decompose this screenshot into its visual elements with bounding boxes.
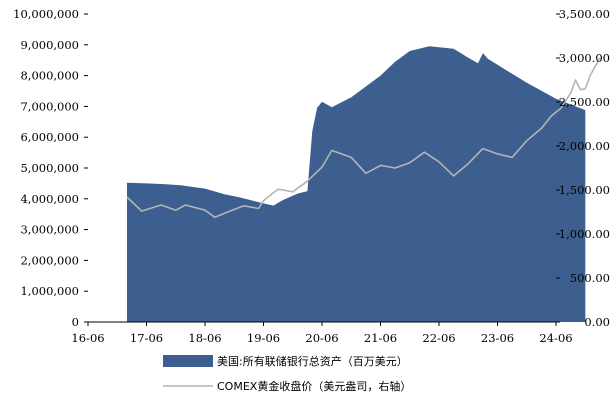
right-y-tick-label: 500.00 (570, 271, 610, 285)
right-y-tick-label: 1,000.00 (559, 227, 610, 241)
left-y-tick-label: 10,000,000 (13, 7, 79, 21)
left-y-tick-label: 4,000,000 (20, 192, 79, 206)
x-axis: 16-06 17-06 18-06 19-06 20-06 21-06 22-06 23-06… (71, 322, 573, 345)
x-tick-label: 22-06 (422, 331, 455, 345)
left-y-tick-label: 2,000,000 (20, 253, 79, 267)
right-y-tick-label: 2,000.00 (559, 139, 610, 153)
right-y-tick-label: 1,500.00 (559, 183, 610, 197)
x-tick-label: 18-06 (188, 331, 221, 345)
left-y-tick-label: 9,000,000 (20, 38, 79, 52)
left-y-tick-label: 0 (72, 315, 79, 329)
legend-label-fed-assets: 美国:所有联储银行总资产（百万美元） (217, 354, 408, 368)
right-y-tick-label: 2,500.00 (559, 95, 610, 109)
legend-label-gold: COMEX黄金收盘价（美元盎司，右轴） (217, 379, 411, 393)
x-tick-label: 20-06 (305, 331, 338, 345)
right-y-tick-label: 0.00 (584, 315, 610, 329)
left-y-tick-label: 6,000,000 (20, 130, 79, 144)
x-tick-label: 19-06 (247, 331, 280, 345)
left-y-tick-label: 1,000,000 (20, 284, 79, 298)
x-tick-label: 21-06 (364, 331, 397, 345)
x-tick-label: 23-06 (481, 331, 514, 345)
x-tick-label: 24-06 (539, 331, 572, 345)
right-y-tick-label: 3,000.00 (559, 51, 610, 65)
legend-swatch-fed-assets (163, 355, 213, 367)
left-y-tick-label: 5,000,000 (20, 161, 79, 175)
series-line-gold (126, 57, 601, 219)
right-y-axis: 0.00 500.00 1,000.00 1,500.00 2,000.00 2,500.… (556, 7, 610, 329)
legend: 美国:所有联储银行总资产（百万美元） COMEX黄金收盘价（美元盎司，右轴） (163, 354, 411, 393)
series-area-fed-assets (127, 46, 586, 323)
plot-area (126, 46, 601, 323)
left-y-axis: 0 1,000,000 2,000,000 3,000,000 4,000,000 5,0… (13, 7, 88, 329)
x-tick-label: 16-06 (71, 331, 104, 345)
x-tick-label: 17-06 (130, 331, 163, 345)
left-y-tick-label: 7,000,000 (20, 99, 79, 113)
left-y-tick-label: 8,000,000 (20, 69, 79, 83)
right-y-tick-label: 3,500.00 (559, 7, 610, 21)
left-y-tick-label: 3,000,000 (20, 223, 79, 237)
